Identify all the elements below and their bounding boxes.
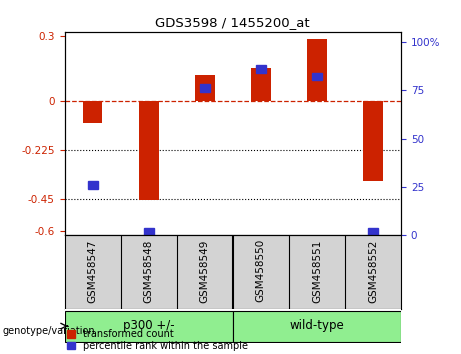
Text: genotype/variation: genotype/variation [2, 326, 95, 336]
Bar [363, 101, 383, 181]
Title: GDS3598 / 1455200_at: GDS3598 / 1455200_at [155, 16, 310, 29]
Bar [312, 73, 322, 80]
Text: wild-type: wild-type [290, 319, 344, 332]
Bar [88, 181, 98, 189]
Bar [195, 75, 215, 101]
Legend: transformed count, percentile rank within the sample: transformed count, percentile rank withi… [65, 327, 250, 353]
Bar [368, 228, 378, 235]
Bar [251, 68, 271, 101]
Text: GSM458552: GSM458552 [368, 239, 378, 303]
Bar [144, 228, 154, 235]
Bar [65, 311, 233, 342]
Text: p300 +/-: p300 +/- [123, 319, 174, 332]
Bar [307, 39, 327, 101]
Text: GSM458549: GSM458549 [200, 239, 210, 303]
Text: GSM458547: GSM458547 [88, 239, 98, 303]
Bar [83, 101, 102, 123]
Bar [200, 84, 210, 92]
Text: GSM458550: GSM458550 [256, 239, 266, 302]
Bar [256, 65, 266, 73]
Bar [233, 311, 401, 342]
Bar [139, 101, 159, 200]
Text: GSM458551: GSM458551 [312, 239, 322, 303]
Text: GSM458548: GSM458548 [144, 239, 154, 303]
